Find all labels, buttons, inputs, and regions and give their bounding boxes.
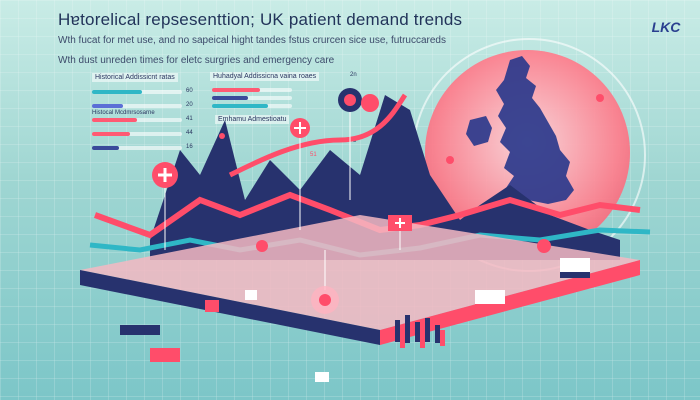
left-bar-fill <box>92 104 123 108</box>
decorative-block <box>315 372 329 382</box>
center-bar-fill <box>212 96 248 100</box>
decorative-block <box>205 300 219 312</box>
left-bar-track <box>92 104 182 108</box>
decorative-dot <box>361 94 379 112</box>
trend-ridge <box>150 95 620 260</box>
left-bar-fill <box>92 90 142 94</box>
trend-curve <box>228 93 408 178</box>
page-subtitle: Wth fucat for met use, and no sapeical h… <box>58 35 446 46</box>
platform-side <box>80 270 380 345</box>
left-bar-value: 20 <box>186 102 193 108</box>
decorative-dot <box>537 239 551 253</box>
hospital-bed-icon <box>560 258 590 278</box>
people-crowd-icon <box>395 315 445 348</box>
map-pin-icon <box>338 88 362 200</box>
decorative-dot <box>219 133 225 139</box>
left-bar-track <box>92 132 182 136</box>
left-bar-value: 44 <box>186 130 193 136</box>
tick-label-a: 51 <box>310 152 317 158</box>
map-pin-icon <box>290 118 310 230</box>
hospital-building-icon <box>388 215 412 250</box>
left-panel-label: Historical Addissicnt ratas <box>92 73 178 82</box>
decorative-dot <box>446 156 454 164</box>
left-bar-value: 16 <box>186 144 193 150</box>
page-subtitle-secondary: Wth dust unreden times for eletc surgrie… <box>58 55 335 66</box>
center-bar-track <box>212 96 292 100</box>
left-bar-value: 60 <box>186 88 193 94</box>
left-bar-fill <box>92 132 130 136</box>
decorative-block <box>120 325 160 335</box>
left-bar-label: Histocal Mcdmrsosarne <box>92 110 155 116</box>
logo-text: LKC <box>651 19 681 35</box>
uk-map-shape <box>466 56 574 206</box>
logo: LKC <box>646 16 686 38</box>
center-bar-fill <box>212 88 260 92</box>
header: Hɐtorelical repsesenttion; UK patient de… <box>58 10 488 66</box>
left-bar-track <box>92 146 182 150</box>
small-tag: 2n <box>350 72 357 78</box>
decorative-dot <box>256 240 268 252</box>
medical-cross-icon <box>152 162 178 250</box>
page-title: Hɐtorelical repsesenttion; UK patient de… <box>58 10 463 29</box>
platform-top <box>80 215 640 330</box>
left-bar-fill <box>92 118 137 122</box>
decorative-dot <box>596 94 604 102</box>
center-bar-fill <box>212 104 268 108</box>
left-bar-value: 41 <box>186 116 193 122</box>
center-panel-label: Huhadyal Addissicna vaina roaes <box>210 72 320 81</box>
center-panel-label-secondary: Emhamu Admestioatu <box>215 115 290 124</box>
decorative-block <box>245 290 257 300</box>
left-bar-track <box>92 118 182 122</box>
hospital-bed-icon <box>475 290 505 310</box>
platform-side-right <box>380 260 640 345</box>
left-bar-fill <box>92 146 119 150</box>
map-pin-icon <box>311 250 339 314</box>
decorative-block <box>150 348 180 362</box>
